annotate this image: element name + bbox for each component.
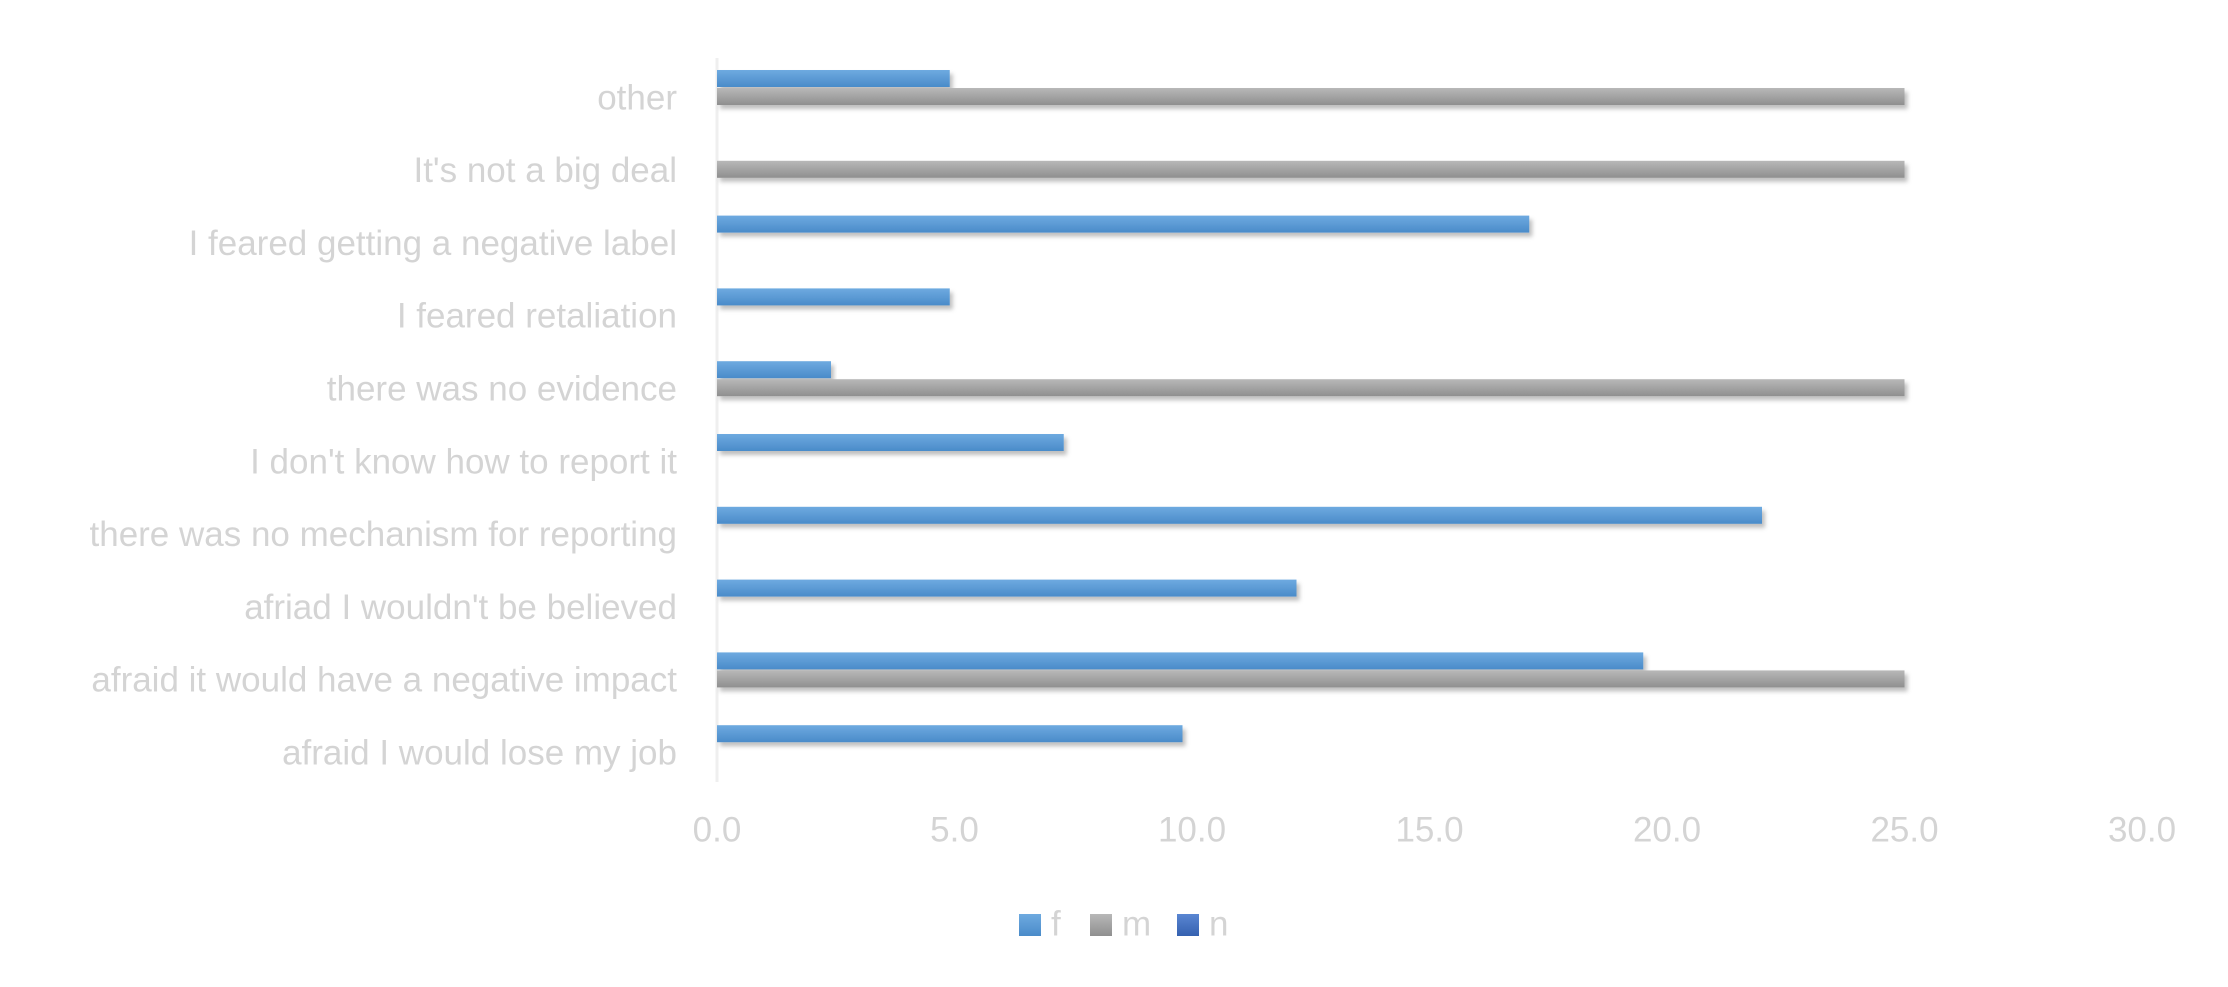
- category-labels: afraid I would lose my job afraid it woul…: [90, 78, 678, 772]
- category-label: other: [597, 78, 677, 117]
- x-tick-label: 30.0: [2108, 810, 2176, 849]
- bar-m-5: [717, 379, 1905, 397]
- x-tick-label: 15.0: [1395, 810, 1463, 849]
- category-label: afriad I wouldn't be believed: [244, 588, 677, 627]
- bar-f-6: [717, 288, 950, 306]
- category-label: afraid it would have a negative impact: [91, 661, 677, 700]
- x-axis-ticks: 0.0 5.0 10.0 15.0 20.0 25.0 30.0: [693, 810, 2176, 849]
- x-tick-label: 20.0: [1633, 810, 1701, 849]
- legend-swatch-n: [1177, 914, 1199, 936]
- legend-swatch-f: [1019, 914, 1041, 936]
- category-label: there was no evidence: [327, 369, 677, 408]
- legend-label-m: m: [1122, 904, 1151, 943]
- x-tick-label: 5.0: [930, 810, 979, 849]
- legend-swatch-m: [1090, 914, 1112, 936]
- bar-m-8: [717, 160, 1905, 178]
- bar-f-2: [717, 579, 1297, 597]
- bar-f-0: [717, 725, 1183, 743]
- legend-label-f: f: [1051, 904, 1061, 943]
- category-label: afraid I would lose my job: [282, 733, 677, 772]
- x-tick-label: 10.0: [1158, 810, 1226, 849]
- bar-f-4: [717, 434, 1064, 451]
- x-tick-label: 25.0: [1870, 810, 1938, 849]
- bar-f-9: [717, 70, 950, 87]
- bar-m-9: [717, 88, 1905, 105]
- bar-m-1: [717, 670, 1905, 688]
- x-tick-label: 0.0: [693, 810, 742, 849]
- category-label: I don't know how to report it: [250, 442, 677, 481]
- legend-label-n: n: [1209, 904, 1228, 943]
- category-label: I feared getting a negative label: [189, 224, 677, 263]
- bar-f-3: [717, 506, 1762, 524]
- category-label: It's not a big deal: [413, 151, 677, 190]
- category-label: I feared retaliation: [397, 297, 677, 336]
- bars: [717, 70, 1905, 743]
- bar-f-1: [717, 652, 1644, 670]
- bar-f-7: [717, 215, 1530, 233]
- bar-f-5: [717, 361, 831, 379]
- category-label: there was no mechanism for reporting: [90, 515, 678, 554]
